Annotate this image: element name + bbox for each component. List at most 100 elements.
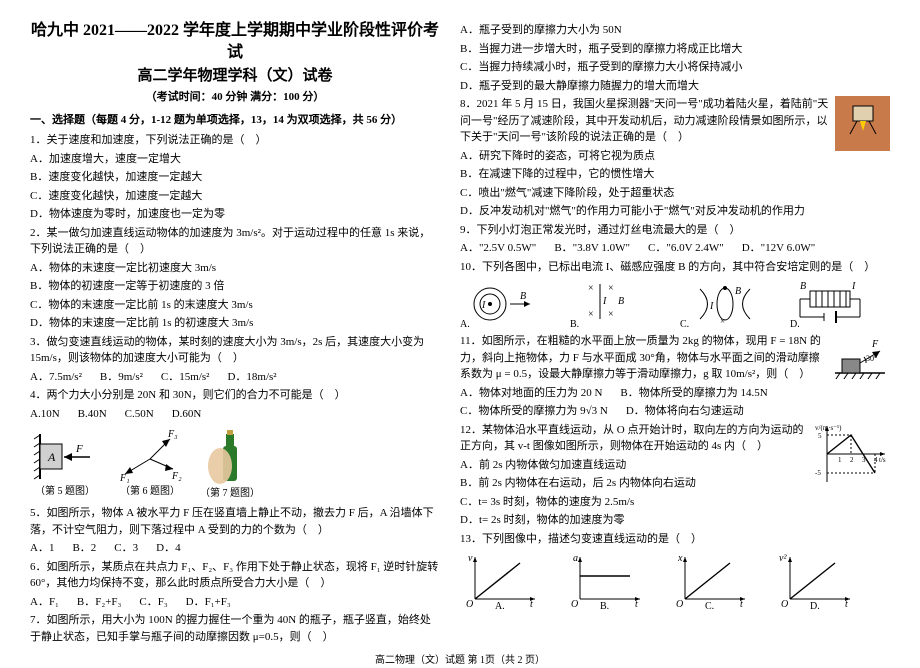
mars-lander-icon xyxy=(835,96,890,151)
q3-opts: A．7.5m/s² B．9m/s² C．15m/s² D．18m/s² xyxy=(30,369,440,386)
q7-A: A．瓶子受到的摩擦力大小为 50N xyxy=(460,22,890,39)
svg-text:B: B xyxy=(618,296,624,307)
svg-text:I: I xyxy=(602,296,607,307)
q11-D: D．物体将向右匀速运动 xyxy=(626,403,744,420)
title-line1: 哈九中 2021——2022 学年度上学期期中学业阶段性评价考试 xyxy=(30,20,440,65)
q3-D: D．18m/s² xyxy=(227,369,276,386)
q13-B-x: t xyxy=(635,599,638,610)
q11-C: C．物体所受的摩擦力为 9√3 N xyxy=(460,403,608,420)
q13-B-y: a xyxy=(573,553,578,564)
title-block: 哈九中 2021——2022 学年度上学期期中学业阶段性评价考试 高二学年物理学… xyxy=(30,20,440,106)
svg-text:t/s: t/s xyxy=(879,456,886,464)
q6-B: B．F₂+F₃ xyxy=(77,594,121,611)
figs-5-6-7: A F （第 5 题图） F₁ F₃ xyxy=(30,426,440,501)
q1-A: A．加速度增大，速度一定增大 xyxy=(30,151,440,168)
q8-B: B．在减速下降的过程中，它的惯性增大 xyxy=(460,166,890,183)
fig5-svg: A F xyxy=(30,429,100,484)
svg-text:×: × xyxy=(720,316,725,326)
q13-B-chart: a t O B. xyxy=(565,551,660,611)
q13-D-label: D. xyxy=(810,601,820,611)
q2-A: A．物体的末速度一定比初速度大 3m/s xyxy=(30,260,440,277)
q5-opts: A．1 B．2 C．3 D．4 xyxy=(30,540,440,557)
q10-A-label: A. xyxy=(460,319,470,329)
q4-B: B.40N xyxy=(78,406,107,423)
q8-stem: 8．2021 年 5 月 15 日，我国火星探测器"天问一号"成功着陆火星，着陆… xyxy=(460,96,890,146)
exam-meta: （考试时间：40 分钟 满分：100 分） xyxy=(30,89,440,106)
page-footer: 高二物理（文）试题 第 1页（共 2 页） xyxy=(30,653,890,668)
svg-text:×: × xyxy=(588,309,594,320)
q7-stem: 7．如图所示，用大小为 100N 的握力握住一个重为 40N 的瓶子，瓶子竖直，… xyxy=(30,612,440,645)
q10-B-icon: ×× ×× I B B. xyxy=(570,279,670,329)
q11-B: B．物体所受的摩擦力为 14.5N xyxy=(620,385,767,402)
q5-A: A．1 xyxy=(30,540,54,557)
q11-opts1: A．物体对地面的压力为 20 N B．物体所受的摩擦力为 14.5N xyxy=(460,385,890,402)
fig5: A F （第 5 题图） xyxy=(30,429,100,499)
q7-B: B．当握力进一步增大时，瓶子受到的摩擦力将成正比增大 xyxy=(460,41,890,58)
q2-B: B．物体的初速度一定等于初速度的 3 倍 xyxy=(30,278,440,295)
q13-stem: 13．下列图像中，描述匀变速直线运动的是（ ） xyxy=(460,531,890,548)
svg-text:30°: 30° xyxy=(866,354,877,363)
svg-text:A: A xyxy=(47,450,56,464)
left-column: 哈九中 2021——2022 学年度上学期期中学业阶段性评价考试 高二学年物理学… xyxy=(30,20,440,647)
q10-stem: 10．下列各图中，已标出电流 I、磁感应强度 B 的方向，其中符合安培定则的是（… xyxy=(460,259,890,276)
q10-D-icon: I B D. xyxy=(790,279,890,329)
q10-D-label: D. xyxy=(790,319,800,329)
q9-C: C．"6.0V 2.4W" xyxy=(648,240,724,257)
q3-A: A．7.5m/s² xyxy=(30,369,82,386)
q13-C-chart: x t O C. xyxy=(670,551,765,611)
q12-chart: v/(m·s⁻¹) t/s 5 -5 12 34 xyxy=(815,422,890,487)
q2-stem: 2．某一做匀加速直线运动物体的加速度为 3m/s²。对于运动过程中的任意 1s … xyxy=(30,225,440,258)
right-column: A．瓶子受到的摩擦力大小为 50N B．当握力进一步增大时，瓶子受到的摩擦力将成… xyxy=(460,20,890,647)
q4-opts: A.10N B.40N C.50N D.60N xyxy=(30,406,440,423)
q4-D: D.60N xyxy=(172,406,202,423)
q13-A-x: t xyxy=(530,599,533,610)
svg-text:2: 2 xyxy=(850,456,854,464)
svg-text:O: O xyxy=(571,599,578,610)
q9-opts: A．"2.5V 0.5W" B．"3.8V 1.0W" C．"6.0V 2.4W… xyxy=(460,240,890,257)
q10-B-label: B. xyxy=(570,319,579,329)
fig6-svg: F₁ F₃ F₂ xyxy=(110,429,190,484)
q13-C-label: C. xyxy=(705,601,714,611)
q9-stem: 9．下列小灯泡正常发光时，通过灯丝电流最大的是（ ） xyxy=(460,222,890,239)
q10-C-label: C. xyxy=(680,319,689,329)
q1-C: C．速度变化越快，加速度一定越大 xyxy=(30,188,440,205)
fig7: （第 7 题图） xyxy=(200,426,260,501)
svg-text:F: F xyxy=(871,339,879,350)
q13-B-label: B. xyxy=(600,601,609,611)
q12-C: C．t= 3s 时刻，物体的速度为 2.5m/s xyxy=(460,494,890,511)
q11-opts2: C．物体所受的摩擦力为 9√3 N D．物体将向右匀速运动 xyxy=(460,403,890,420)
fig6: F₁ F₃ F₂ （第 6 题图） xyxy=(110,429,190,499)
q1-stem: 1．关于速度和加速度，下列说法正确的是（ ） xyxy=(30,132,440,149)
q11-A: A．物体对地面的压力为 20 N xyxy=(460,385,602,402)
q4-C: C.50N xyxy=(125,406,154,423)
svg-text:×: × xyxy=(608,309,614,320)
q6-C: C．F₃ xyxy=(139,594,167,611)
q2-C: C．物体的末速度一定比前 1s 的末速度大 3m/s xyxy=(30,297,440,314)
svg-text:O: O xyxy=(676,599,683,610)
fig5-label: （第 5 题图） xyxy=(30,484,100,499)
svg-text:v/(m·s⁻¹): v/(m·s⁻¹) xyxy=(815,424,842,432)
q5-B: B．2 xyxy=(72,540,96,557)
q5-D: D．4 xyxy=(156,540,180,557)
q13-A-label: A. xyxy=(495,601,505,611)
q10-A-icon: I B A. xyxy=(460,279,560,329)
q12-D: D．t= 2s 时刻，物体的加速度为零 xyxy=(460,512,890,529)
fig7-svg xyxy=(205,426,255,486)
q11-fig-icon: F 30° xyxy=(830,333,890,383)
q3-C: C．15m/s² xyxy=(161,369,210,386)
svg-text:-5: -5 xyxy=(815,469,821,477)
svg-text:O: O xyxy=(781,599,788,610)
q3-stem: 3．做匀变速直线运动的物体，某时刻的速度大小为 3m/s，2s 后，其速度大小变… xyxy=(30,334,440,367)
svg-text:F: F xyxy=(75,443,83,455)
q13-A-chart: v t O A. xyxy=(460,551,555,611)
q3-B: B．9m/s² xyxy=(100,369,143,386)
q13-A-y: v xyxy=(468,553,473,564)
q6-A: A．F₁ xyxy=(30,594,59,611)
q1-D: D．物体速度为零时，加速度也一定为零 xyxy=(30,206,440,223)
q1-B: B．速度变化越快，加速度一定越大 xyxy=(30,169,440,186)
q7-C: C．当握力持续减小时，瓶子受到的摩擦力大小将保持减小 xyxy=(460,59,890,76)
svg-text:I: I xyxy=(481,300,486,311)
q13-D-x: t xyxy=(845,599,848,610)
q13-D-y: v² xyxy=(779,553,787,564)
svg-text:I: I xyxy=(709,301,714,312)
